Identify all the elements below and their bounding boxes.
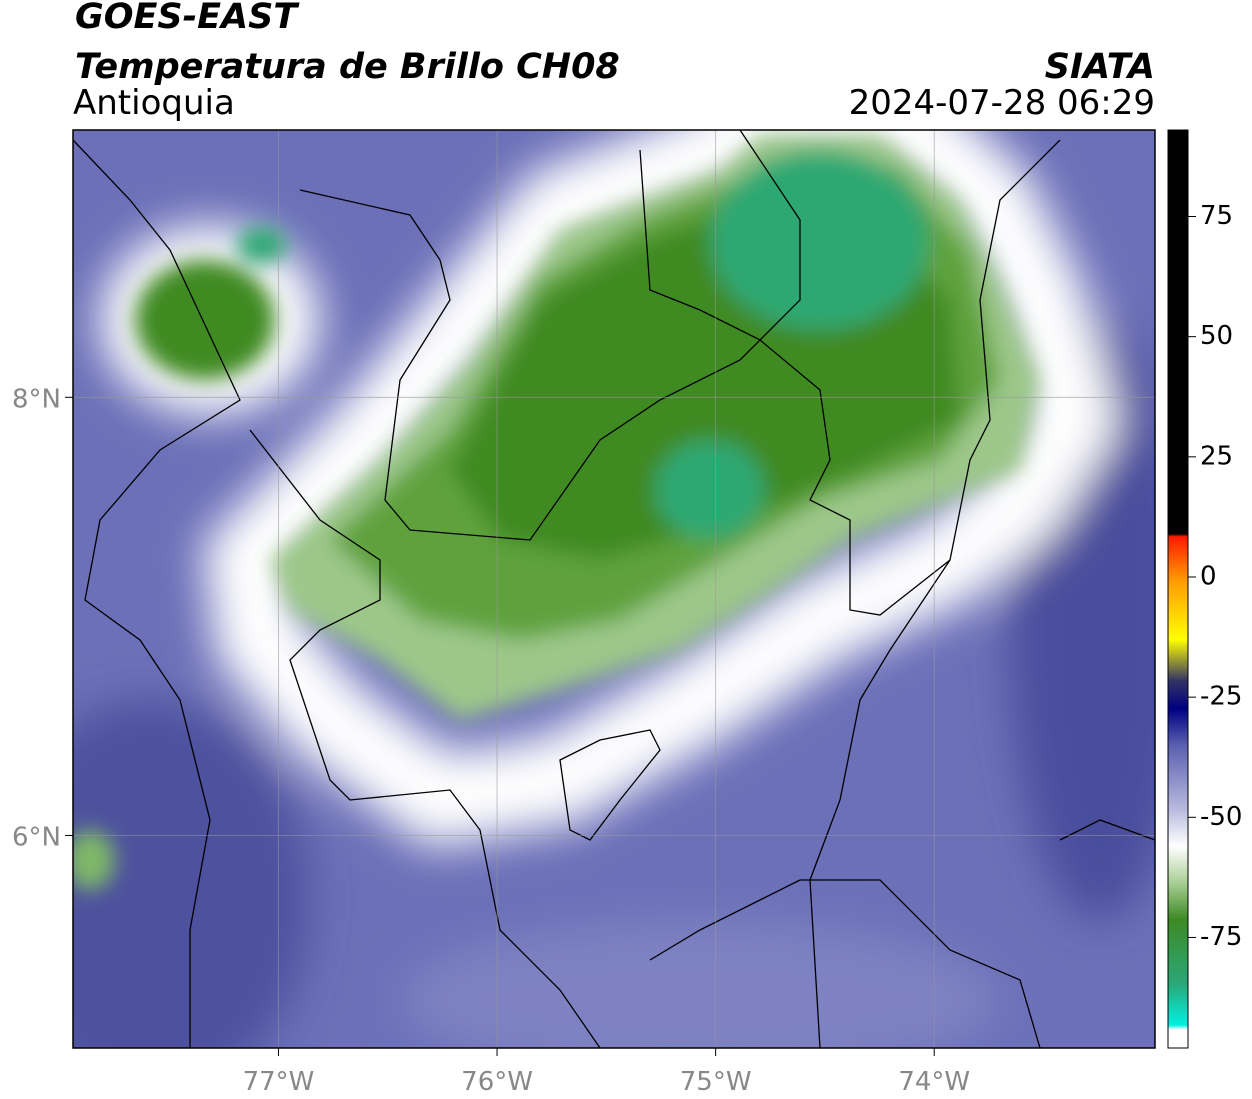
colorbar-tick-label: 75 xyxy=(1200,201,1233,231)
colorbar-tick-label: 50 xyxy=(1200,321,1233,351)
x-tick-label: 77°W xyxy=(243,1067,315,1097)
satellite-image xyxy=(73,130,1155,1048)
region: Antioquia xyxy=(73,83,235,123)
colorbar-tick-label: -75 xyxy=(1200,922,1242,952)
map-frame xyxy=(72,129,1156,1049)
source: GOES-EAST xyxy=(75,0,300,37)
colorbar-tick-label: 25 xyxy=(1200,441,1233,471)
product: Temperatura de Brillo CH08 xyxy=(75,47,620,87)
x-tick-label: 75°W xyxy=(680,1067,752,1097)
colorbar-tick-label: -25 xyxy=(1200,682,1242,712)
agency: SIATA xyxy=(1045,47,1155,87)
x-tick-label: 74°W xyxy=(898,1067,970,1097)
y-tick-label: 8°N xyxy=(12,384,61,414)
colorbar xyxy=(1167,129,1189,1049)
datetime: 2024-07-28 06:29 xyxy=(849,83,1155,123)
borders xyxy=(73,130,1155,1048)
colorbar-tick-label: -50 xyxy=(1200,802,1242,832)
x-tick-label: 76°W xyxy=(461,1067,533,1097)
colorbar-tick-label: 0 xyxy=(1200,561,1217,591)
y-tick-label: 6°N xyxy=(12,822,61,852)
